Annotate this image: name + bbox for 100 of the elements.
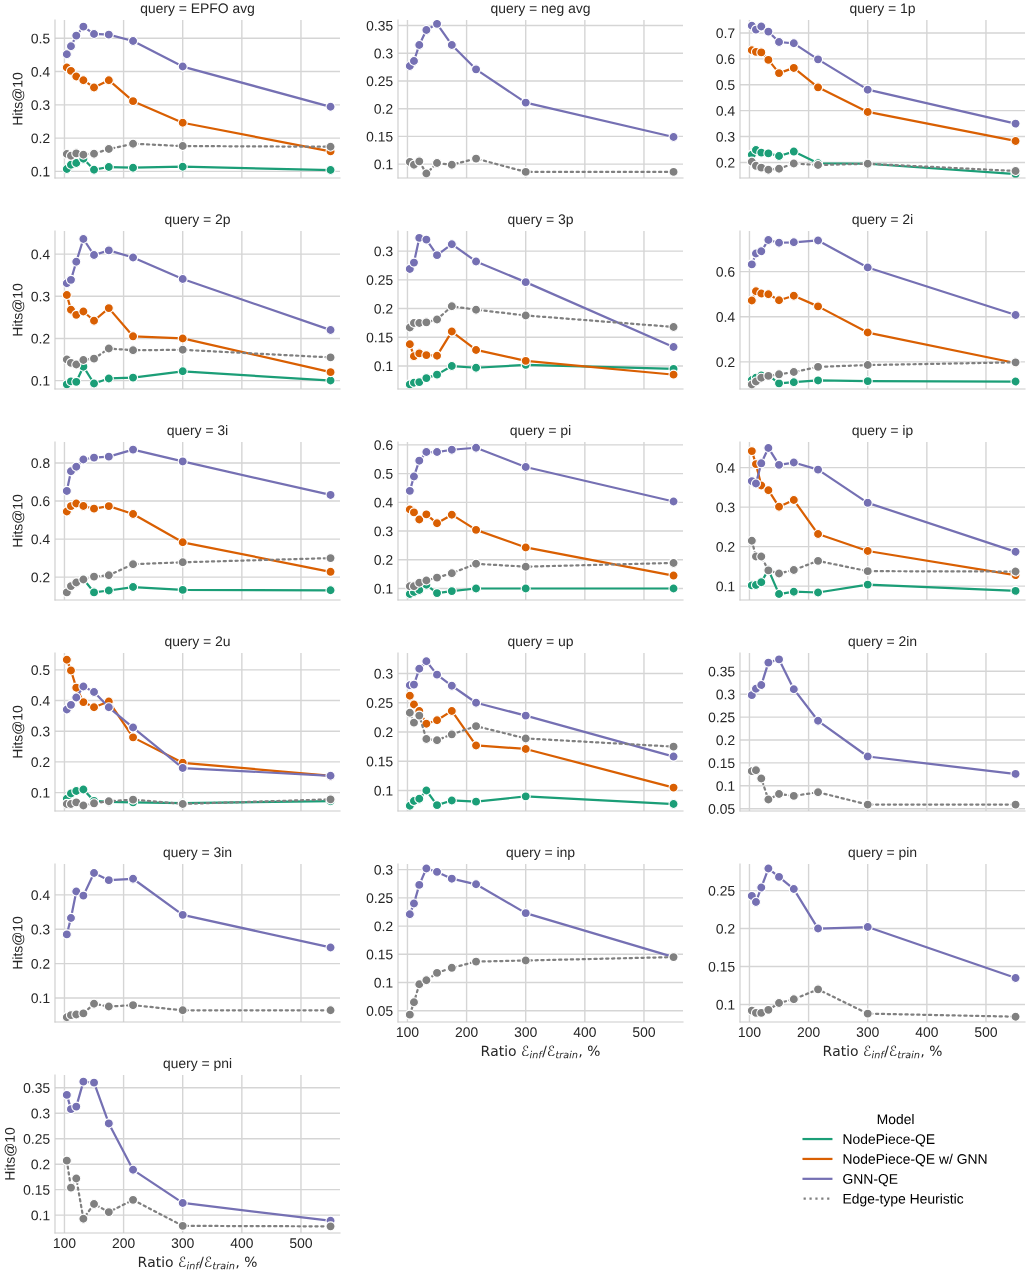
point — [88, 82, 100, 93]
point — [78, 1076, 89, 1087]
point — [520, 743, 531, 755]
point — [127, 581, 139, 593]
point — [421, 24, 432, 36]
x-axis-title: Ratio ℰ$_{inf}$/ℰ$_{train}$, % — [823, 1045, 942, 1059]
y-tick-label: 0.1 — [716, 581, 735, 592]
point — [812, 301, 824, 312]
chart-title: query = inp — [506, 846, 575, 860]
point — [763, 657, 774, 668]
y-tick-label: 0.1 — [374, 583, 393, 594]
chart-title: query = 2in — [848, 635, 917, 649]
point — [78, 149, 89, 160]
point — [773, 295, 785, 306]
y-tick-label: 0.2 — [31, 133, 50, 144]
point — [520, 355, 531, 366]
y-tick-label: 0.05 — [366, 1006, 393, 1016]
y-tick-label: 0.3 — [31, 924, 50, 935]
chart-title: query = 2i — [852, 213, 913, 227]
point — [520, 310, 531, 321]
point — [763, 234, 774, 246]
y-tick-label: 0.25 — [366, 275, 393, 286]
point — [520, 733, 531, 744]
point — [862, 799, 873, 810]
point — [88, 503, 100, 514]
point — [446, 509, 457, 520]
chart-title: query = up — [508, 638, 573, 649]
point — [470, 697, 482, 708]
point — [773, 150, 785, 162]
point — [763, 148, 774, 159]
point — [177, 584, 188, 595]
y-tick-label: 0.15 — [23, 1185, 50, 1195]
point — [88, 1077, 100, 1088]
point — [812, 464, 824, 475]
y-tick-label: 0.15 — [366, 131, 393, 142]
y-tick-label: 0.1 — [31, 993, 50, 1004]
point — [431, 350, 443, 361]
x-tick-label: 400 — [230, 1238, 253, 1249]
chart-title: query = pi — [510, 424, 571, 438]
point — [127, 722, 139, 733]
point — [431, 518, 443, 529]
point — [177, 1197, 188, 1208]
point — [177, 557, 188, 568]
point — [177, 456, 188, 467]
point — [414, 710, 425, 721]
point — [65, 41, 77, 52]
point — [88, 249, 100, 261]
point — [127, 252, 139, 263]
point — [78, 784, 89, 795]
point — [862, 84, 873, 95]
point — [71, 30, 82, 41]
y-axis-title: Hits@10 — [12, 705, 25, 758]
point — [325, 164, 336, 176]
point — [862, 360, 873, 371]
point — [127, 138, 139, 149]
point — [88, 587, 100, 598]
point — [756, 246, 767, 257]
point — [470, 583, 482, 594]
point — [408, 898, 420, 909]
point — [61, 1155, 72, 1166]
point — [862, 545, 873, 557]
point — [862, 106, 873, 118]
point — [421, 575, 432, 586]
point — [668, 570, 679, 581]
y-tick-label: 0.2 — [374, 303, 393, 314]
point — [812, 82, 824, 93]
y-tick-label: 0.6 — [716, 54, 735, 65]
point — [470, 153, 482, 164]
point — [470, 796, 482, 807]
point — [812, 984, 824, 995]
point — [446, 301, 457, 312]
point — [177, 161, 188, 172]
point — [421, 446, 432, 458]
point — [103, 501, 114, 512]
point — [71, 692, 82, 703]
y-tick-label: 0.1 — [374, 977, 393, 988]
point — [431, 669, 443, 680]
point — [756, 47, 767, 58]
point — [71, 376, 82, 387]
x-tick-label: 300 — [171, 1238, 194, 1249]
point — [71, 1173, 82, 1184]
point — [773, 369, 785, 380]
y-tick-label: 0.7 — [716, 28, 735, 39]
y-tick-label: 0.2 — [374, 555, 393, 565]
y-tick-label: 0.2 — [31, 572, 50, 583]
point — [177, 909, 188, 920]
point — [862, 921, 873, 933]
point — [812, 923, 824, 934]
legend-label: NodePiece-QE — [843, 1133, 935, 1147]
point — [127, 96, 139, 107]
point — [788, 586, 799, 597]
point — [177, 1220, 188, 1231]
point — [325, 942, 336, 953]
point — [421, 975, 432, 986]
point — [446, 239, 457, 250]
x-tick-label: 300 — [856, 1027, 879, 1038]
point — [103, 303, 114, 314]
y-tick-label: 0.15 — [366, 332, 393, 343]
point — [88, 452, 100, 463]
point — [746, 446, 757, 457]
